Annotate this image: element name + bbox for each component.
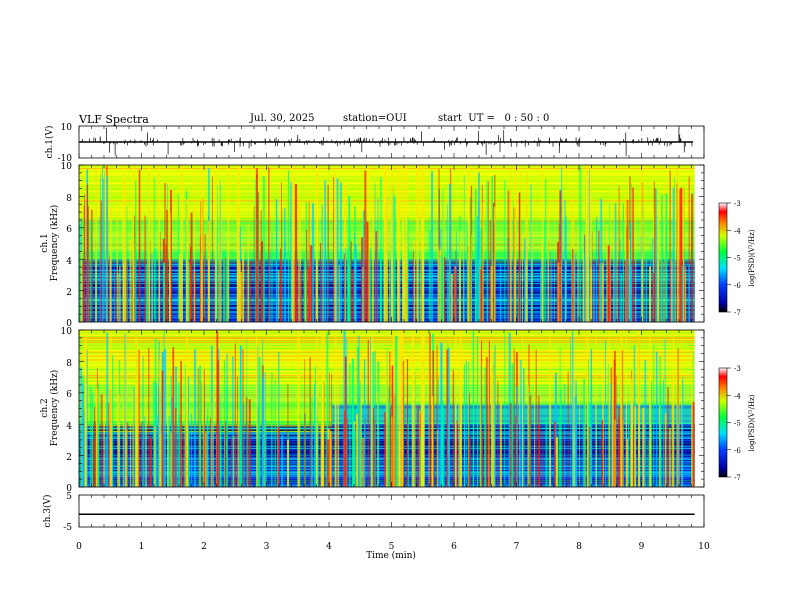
ch3-waveform-panel: 5 -5 ch.3(V) 0 1 2 3 4 5 6 7 8 9 10 Time (min) <box>42 492 710 561</box>
ch1-waveform-panel: 10 -10 ch.1(V) <box>44 123 705 164</box>
colorbar-tick-label: -5 <box>734 255 741 263</box>
ch1-ytick-2: 2 <box>66 288 72 298</box>
time-tick-label: 9 <box>639 542 645 552</box>
ch1-spectrogram-heatmap <box>79 165 695 323</box>
ch1-spectrogram-panel: 10 8 6 4 2 0 ch.1 Frequency (kHz) <box>40 162 705 329</box>
ch1-ytick-8: 8 <box>66 194 72 204</box>
time-axis-label: Time (min) <box>366 550 416 561</box>
station-label: station=OUI <box>343 113 407 124</box>
ch1-ylabel-frequency: Frequency (kHz) <box>49 205 60 282</box>
ch1-ytick-6: 6 <box>66 225 72 235</box>
ch2-ytick-0: 0 <box>66 484 72 494</box>
ch2-colorbar-scale <box>718 367 728 478</box>
colorbar-tick-label: -6 <box>734 447 741 455</box>
ch1-ytick-top: 10 <box>61 123 73 133</box>
ch2-ytick-6: 6 <box>66 390 72 400</box>
ch1-colorbar-ticks: -3 -4 -5 -6 -7 <box>727 200 741 317</box>
time-tick-label: 2 <box>201 542 207 552</box>
colorbar-tick-label: -4 <box>734 227 741 235</box>
time-tick-label: 5 <box>389 542 395 552</box>
time-tick-label: 4 <box>326 542 332 552</box>
ch2-colorbar-ticks: -3 -4 -5 -6 -7 <box>727 365 741 482</box>
ch1-colorbar: -3 -4 -5 -6 -7 log(PSD)(V²/Hz) <box>718 200 756 317</box>
time-tick-label: 7 <box>514 542 520 552</box>
time-tick-label: 10 <box>698 542 710 552</box>
ch1-ytick-10: 10 <box>61 162 73 172</box>
ch2-ytick-10: 10 <box>61 327 73 337</box>
time-axis-tick-labels: 0 1 2 3 4 5 6 7 8 9 10 <box>76 542 710 552</box>
ch3-waveform-ylabel: ch.3(V) <box>42 495 53 528</box>
ch2-colorbar: -3 -4 -5 -6 -7 log(PSD)(V²/Hz) <box>718 365 756 482</box>
time-tick-label: 6 <box>451 542 457 552</box>
start-time-label: start UT = 0 : 50 : 0 <box>438 113 550 124</box>
chart-title: VLF Spectra <box>79 113 149 126</box>
time-tick-label: 0 <box>76 542 82 552</box>
ch3-ytick-bottom: -5 <box>63 523 72 533</box>
time-tick-label: 1 <box>139 542 145 552</box>
ch1-ytick-0: 0 <box>66 319 72 329</box>
ch1-colorbar-scale <box>718 202 728 313</box>
ch2-ylabel-frequency: Frequency (kHz) <box>49 370 60 447</box>
ch1-ytick-4: 4 <box>66 257 72 267</box>
ch1-waveform-ylabel: ch.1(V) <box>44 126 55 159</box>
colorbar-tick-label: -5 <box>734 420 741 428</box>
date-label: Jul. 30, 2025 <box>250 113 315 124</box>
colorbar-tick-label: -6 <box>734 282 741 290</box>
ch2-ytick-4: 4 <box>66 422 72 432</box>
ch3-ytick-top: 5 <box>66 492 72 502</box>
colorbar-tick-label: -7 <box>734 309 741 317</box>
ch1-colorbar-label: log(PSD)(V²/Hz) <box>748 229 756 286</box>
colorbar-tick-label: -4 <box>734 392 741 400</box>
ch2-ytick-2: 2 <box>66 453 72 463</box>
ch2-ytick-8: 8 <box>66 359 72 369</box>
ch2-ylabel-channel: ch.2 <box>40 398 50 417</box>
ch2-spectrogram-heatmap <box>79 330 695 488</box>
ch2-colorbar-label: log(PSD)(V²/Hz) <box>748 394 756 451</box>
ch1-ylabel-channel: ch.1 <box>40 233 50 252</box>
time-tick-label: 3 <box>264 542 270 552</box>
ch2-spectrogram-panel: 10 8 6 4 2 0 ch.2 Frequency (kHz) <box>40 327 705 494</box>
axis-tick-marks <box>78 126 705 527</box>
ch1-waveform-spikes <box>80 127 693 157</box>
ch1-ytick-bottom: -10 <box>58 154 73 164</box>
colorbar-tick-label: -7 <box>734 474 741 482</box>
colorbar-tick-label: -3 <box>734 200 741 208</box>
time-tick-label: 8 <box>576 542 582 552</box>
colorbar-tick-label: -3 <box>734 365 741 373</box>
